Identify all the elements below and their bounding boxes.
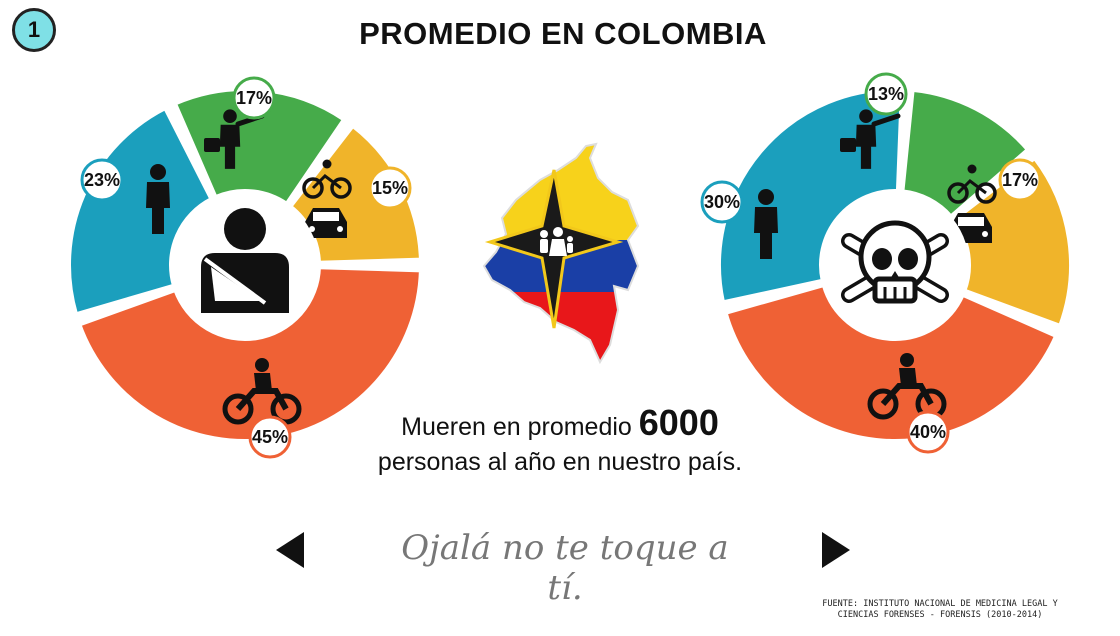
triangle-left-icon[interactable] [272,530,308,570]
svg-text:40%: 40% [910,422,946,442]
svg-text:13%: 13% [868,84,904,104]
svg-text:17%: 17% [236,88,272,108]
percent-label: 15% [368,166,412,210]
percent-label: 13% [864,72,908,116]
percent-label: 40% [906,410,950,454]
percent-label: 45% [248,415,292,459]
source-line-1: FUENTE: INSTITUTO NACIONAL DE MEDICINA L… [822,599,1058,609]
svg-text:17%: 17% [1002,170,1038,190]
slide-number-badge: 1 [12,8,56,52]
injuries-donut-chart: 45% 23% 17% 15% [67,76,423,459]
caption-number: 6000 [638,402,719,443]
percent-label: 30% [700,180,744,224]
percent-label: 17% [998,158,1042,202]
percent-label: 23% [80,158,124,202]
slice-motorcycle [723,282,1059,443]
colombia-map-icon [482,142,640,365]
passenger-icon [840,109,901,169]
pedestrian-icon [146,164,170,234]
percent-label: 17% [232,76,276,120]
injured-person-icon [201,208,289,313]
summary-caption: Mueren en promedio 6000 personas al año … [330,405,790,480]
caption-prefix: Mueren en promedio [401,413,639,441]
svg-text:30%: 30% [704,192,740,212]
slogan-text: Ojalá no te toque a tí. [401,528,729,608]
caption-line2: personas al año en nuestro país. [377,448,743,476]
svg-text:23%: 23% [84,170,120,190]
source-note: FUENTE: INSTITUTO NACIONAL DE MEDICINA L… [790,599,1090,621]
skull-icon [841,220,949,304]
pedestrian-icon [754,189,778,259]
deaths-donut-chart: 40% 30% 13% 17% [700,72,1073,454]
svg-text:15%: 15% [372,178,408,198]
svg-text:45%: 45% [252,427,288,447]
source-line-2: CIENCIAS FORENSES - FORENSIS (2010-2014) [837,610,1043,620]
motorcycle-icon [222,358,302,425]
triangle-right-icon[interactable] [818,530,854,570]
bicycle-car-icon [302,159,352,238]
page-title: PROMEDIO EN COLOMBIA [359,16,767,51]
